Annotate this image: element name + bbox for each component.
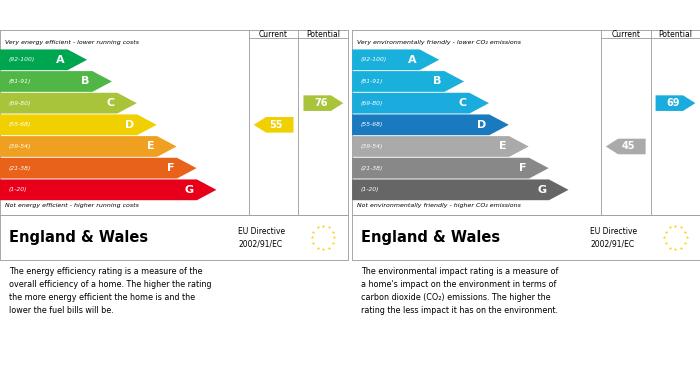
Text: 76: 76 [314,98,328,108]
Text: (81-91): (81-91) [8,79,31,84]
Polygon shape [352,136,528,157]
Polygon shape [656,95,695,111]
Text: Not environmentally friendly - higher CO₂ emissions: Not environmentally friendly - higher CO… [357,203,522,208]
Polygon shape [304,95,343,111]
Text: B: B [433,77,442,86]
Polygon shape [352,179,568,200]
Polygon shape [352,158,549,179]
Polygon shape [606,139,645,154]
Text: (55-68): (55-68) [8,122,31,127]
Text: England & Wales: England & Wales [360,230,500,245]
Text: (92-100): (92-100) [360,57,387,62]
Text: E: E [499,142,506,151]
Text: E: E [147,142,154,151]
Text: A: A [408,55,417,65]
Text: (69-80): (69-80) [8,100,31,106]
Polygon shape [352,49,439,70]
Text: Very environmentally friendly - lower CO₂ emissions: Very environmentally friendly - lower CO… [357,40,522,45]
Polygon shape [352,115,509,135]
Text: Energy Efficiency Rating: Energy Efficiency Rating [8,9,172,22]
Text: Current: Current [259,30,288,39]
Text: (81-91): (81-91) [360,79,383,84]
Text: D: D [125,120,134,130]
Text: Very energy efficient - lower running costs: Very energy efficient - lower running co… [5,40,139,45]
Polygon shape [352,71,464,92]
Text: Current: Current [611,30,640,39]
Text: The environmental impact rating is a measure of
a home's impact on the environme: The environmental impact rating is a mea… [360,267,558,315]
Text: EU Directive
2002/91/EC: EU Directive 2002/91/EC [590,227,638,248]
Text: (21-38): (21-38) [8,166,31,170]
Text: 45: 45 [622,142,636,151]
Text: EU Directive
2002/91/EC: EU Directive 2002/91/EC [238,227,286,248]
Text: C: C [106,98,115,108]
Polygon shape [0,158,197,179]
Polygon shape [0,93,136,113]
Text: F: F [519,163,526,173]
Text: F: F [167,163,174,173]
Text: (55-68): (55-68) [360,122,383,127]
Text: (92-100): (92-100) [8,57,35,62]
Polygon shape [0,71,112,92]
Text: (39-54): (39-54) [8,144,31,149]
Polygon shape [0,49,87,70]
Polygon shape [0,136,176,157]
Polygon shape [352,93,489,113]
Text: Environmental Impact (CO₂) Rating: Environmental Impact (CO₂) Rating [360,9,593,22]
Text: (39-54): (39-54) [360,144,383,149]
Text: G: G [537,185,546,195]
Text: (1-20): (1-20) [8,187,27,192]
Text: Not energy efficient - higher running costs: Not energy efficient - higher running co… [5,203,139,208]
Polygon shape [0,115,157,135]
Text: B: B [81,77,90,86]
Text: (69-80): (69-80) [360,100,383,106]
Text: The energy efficiency rating is a measure of the
overall efficiency of a home. T: The energy efficiency rating is a measur… [8,267,211,315]
Polygon shape [0,179,216,200]
Text: England & Wales: England & Wales [8,230,148,245]
Text: 55: 55 [270,120,284,130]
Text: D: D [477,120,486,130]
Text: (1-20): (1-20) [360,187,379,192]
Text: Potential: Potential [307,30,340,39]
Text: C: C [458,98,467,108]
Polygon shape [253,117,293,133]
Text: Potential: Potential [659,30,692,39]
Text: (21-38): (21-38) [360,166,383,170]
Text: G: G [185,185,194,195]
Text: A: A [56,55,65,65]
Text: 69: 69 [666,98,680,108]
